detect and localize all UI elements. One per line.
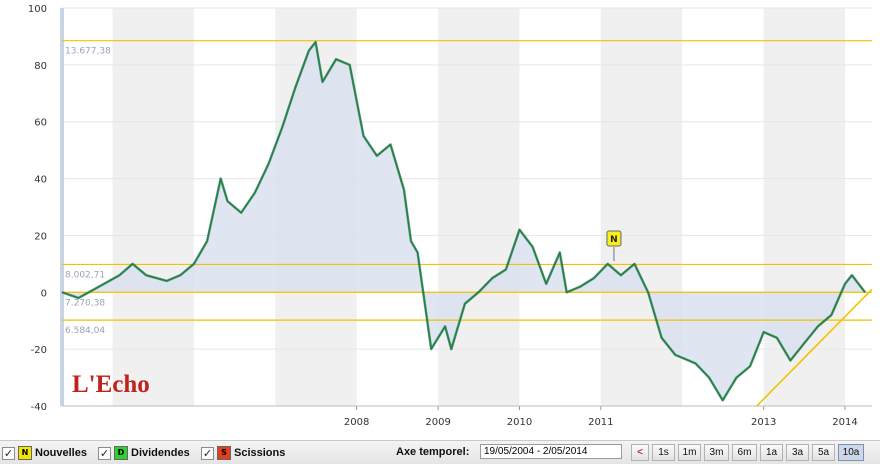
- range-button-1s[interactable]: 1s: [652, 444, 675, 461]
- reference-label: 7.270,38: [65, 298, 105, 308]
- time-axis-label: Axe temporel:: [396, 446, 470, 458]
- toolbar: ✓ N Nouvelles ✓ D Dividendes ✓ S Scissio…: [0, 440, 880, 464]
- news-toggle[interactable]: ✓ N Nouvelles: [2, 445, 87, 461]
- y-tick-label: 80: [34, 61, 47, 72]
- range-button-5a[interactable]: 5a: [812, 444, 835, 461]
- dividends-label: Dividendes: [131, 447, 190, 459]
- x-tick-label: 2011: [588, 417, 613, 428]
- price-line: [61, 41, 866, 402]
- x-tick-label: 2010: [507, 417, 532, 428]
- news-label: Nouvelles: [35, 447, 87, 459]
- echo-logo: L'Echo: [72, 371, 150, 398]
- y-tick-label: -20: [31, 345, 47, 356]
- range-button-1m[interactable]: 1m: [678, 444, 701, 461]
- dividends-checkbox[interactable]: ✓: [98, 446, 111, 460]
- y-tick-label: 40: [34, 175, 47, 186]
- y-tick-label: 60: [34, 118, 47, 129]
- news-marker-label: N: [610, 235, 618, 245]
- splits-badge-icon: S: [217, 446, 231, 460]
- y-tick-label: 100: [28, 4, 47, 15]
- y-tick-label: 0: [41, 288, 47, 299]
- range-button-6m[interactable]: 6m: [732, 444, 757, 461]
- y-tick-label: -40: [31, 402, 47, 413]
- range-button-1a[interactable]: 1a: [760, 444, 783, 461]
- range-button-3a[interactable]: 3a: [786, 444, 809, 461]
- news-marker-icon: [606, 230, 622, 247]
- reference-label: 6.584,04: [65, 326, 105, 336]
- news-badge-icon: N: [18, 446, 32, 460]
- splits-toggle[interactable]: ✓ S Scissions: [201, 445, 285, 461]
- x-tick-label: 2013: [751, 417, 776, 428]
- year-band: [112, 8, 194, 406]
- range-button-3m[interactable]: 3m: [704, 444, 729, 461]
- x-tick-label: 2008: [344, 417, 369, 428]
- price-chart: 13.677,38 8.002,71 7.270,38 6.584,04 100 80 60…: [28, 4, 873, 428]
- news-checkbox[interactable]: ✓: [2, 446, 15, 460]
- x-tick-label: 2014: [832, 417, 857, 428]
- trend-line: [756, 288, 873, 407]
- dividends-badge-icon: D: [114, 446, 128, 460]
- splits-label: Scissions: [234, 447, 286, 459]
- year-band: [763, 8, 846, 406]
- price-area: [62, 42, 866, 401]
- dividends-toggle[interactable]: ✓ D Dividendes: [98, 445, 190, 461]
- reference-label: 13.677,38: [65, 47, 111, 57]
- x-tick-label: 2009: [425, 417, 450, 428]
- period-input[interactable]: [480, 444, 622, 459]
- y-axis-stripe: [60, 8, 64, 406]
- reference-label: 8.002,71: [65, 270, 105, 280]
- y-tick-label: 20: [34, 231, 47, 242]
- previous-period-button[interactable]: <: [631, 444, 649, 461]
- splits-checkbox[interactable]: ✓: [201, 446, 214, 460]
- chart-area: 13.677,38 8.002,71 7.270,38 6.584,04 100 80 60…: [28, 4, 873, 428]
- range-button-10a[interactable]: 10a: [838, 444, 864, 461]
